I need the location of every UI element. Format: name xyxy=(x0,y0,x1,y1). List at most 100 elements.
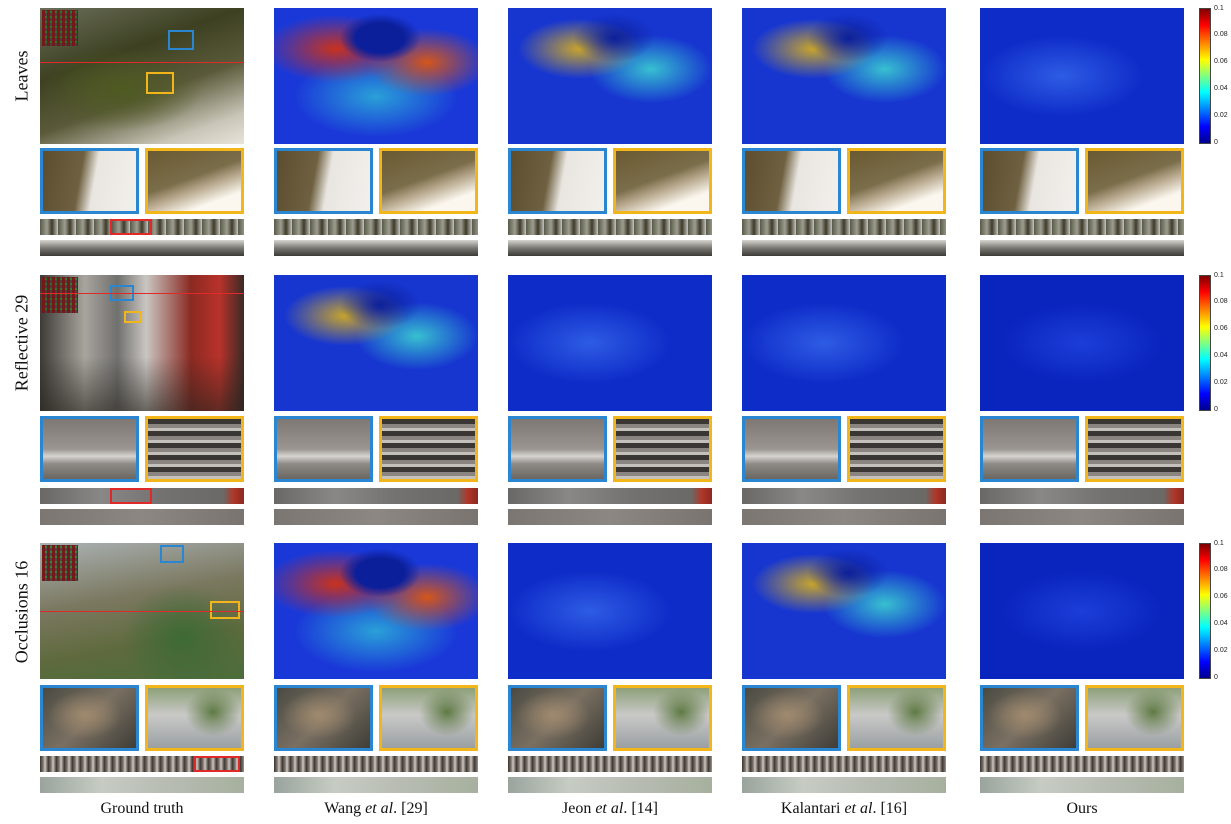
jeon-epi-zoom-strip xyxy=(508,240,712,256)
gt-yellow-zoom-crop xyxy=(145,148,244,214)
gt-blue-zoom-crop xyxy=(40,148,139,214)
colorbar-tick: 0.1 xyxy=(1214,272,1224,279)
ours-yellow-zoom-crop xyxy=(1085,685,1184,751)
gt-epi-zoom-strip xyxy=(40,777,244,793)
wang-occlusions-error-map xyxy=(274,543,478,679)
ours-yellow-zoom-crop xyxy=(1085,148,1184,214)
wang-epi-strip xyxy=(274,219,478,235)
wang-yellow-zoom-crop xyxy=(379,416,478,482)
ours-yellow-zoom-crop xyxy=(1085,416,1184,482)
gt-epi-strip xyxy=(40,219,244,235)
wang-leaves-error-map xyxy=(274,8,478,144)
ours-blue-zoom-crop xyxy=(980,685,1079,751)
wang-yellow-zoom-crop xyxy=(379,148,478,214)
error-colorbar-reflective xyxy=(1199,275,1211,411)
colorbar-tick: 0 xyxy=(1214,674,1218,681)
yellow-zoom-region-marker xyxy=(210,601,240,619)
jeon-epi-zoom-strip xyxy=(508,509,712,525)
kalantari-yellow-zoom-crop xyxy=(847,685,946,751)
ours-blue-zoom-crop xyxy=(980,416,1079,482)
red-epi-region-marker xyxy=(110,488,152,504)
colorbar-tick: 0.04 xyxy=(1214,85,1228,92)
kalantari-epi-strip xyxy=(742,756,946,772)
epi-scanline-marker xyxy=(40,62,244,63)
kalantari-epi-zoom-strip xyxy=(742,509,946,525)
wang-epi-zoom-strip xyxy=(274,777,478,793)
colorbar-tick: 0.06 xyxy=(1214,593,1228,600)
kalantari-blue-zoom-crop xyxy=(742,416,841,482)
gt-yellow-zoom-crop xyxy=(145,416,244,482)
colorbar-tick: 0.06 xyxy=(1214,58,1228,65)
colorbar-tick: 0.06 xyxy=(1214,325,1228,332)
jeon-reflective-error-map xyxy=(508,275,712,411)
ours-epi-zoom-strip xyxy=(980,777,1184,793)
ours-reflective-error-map xyxy=(980,275,1184,411)
kalantari-epi-zoom-strip xyxy=(742,240,946,256)
gt-blue-zoom-crop xyxy=(40,416,139,482)
colorbar-tick: 0.1 xyxy=(1214,540,1224,547)
error-colorbar-leaves xyxy=(1199,8,1211,144)
kalantari-occlusions-error-map xyxy=(742,543,946,679)
colorbar-tick: 0.08 xyxy=(1214,298,1228,305)
kalantari-epi-strip xyxy=(742,488,946,504)
column-label-kalantari: Kalantari et al. [16] xyxy=(780,800,908,817)
colorbar-tick: 0.04 xyxy=(1214,352,1228,359)
colorbar-tick: 0 xyxy=(1214,139,1218,146)
jeon-epi-strip xyxy=(508,488,712,504)
ours-leaves-error-map xyxy=(980,8,1184,144)
kalantari-leaves-error-map xyxy=(742,8,946,144)
colorbar-tick: 0.1 xyxy=(1214,5,1224,12)
jeon-occlusions-error-map xyxy=(508,543,712,679)
wang-reflective-error-map xyxy=(274,275,478,411)
yellow-zoom-region-marker xyxy=(146,72,174,94)
wang-yellow-zoom-crop xyxy=(379,685,478,751)
gt-blue-zoom-crop xyxy=(40,685,139,751)
kalantari-blue-zoom-crop xyxy=(742,148,841,214)
wang-blue-zoom-crop xyxy=(274,416,373,482)
wang-epi-zoom-strip xyxy=(274,240,478,256)
jeon-leaves-error-map xyxy=(508,8,712,144)
gt-epi-zoom-strip xyxy=(40,240,244,256)
colorbar-tick: 0.08 xyxy=(1214,31,1228,38)
kalantari-reflective-error-map xyxy=(742,275,946,411)
light-field-grid-icon xyxy=(42,10,78,46)
colorbar-tick: 0.02 xyxy=(1214,379,1228,386)
red-epi-region-marker xyxy=(194,756,240,772)
wang-epi-zoom-strip xyxy=(274,509,478,525)
jeon-yellow-zoom-crop xyxy=(613,685,712,751)
column-label-ours: Ours xyxy=(1066,800,1098,817)
ours-epi-zoom-strip xyxy=(980,509,1184,525)
gt-epi-strip xyxy=(40,756,244,772)
epi-scanline-marker xyxy=(40,293,244,294)
jeon-epi-zoom-strip xyxy=(508,777,712,793)
jeon-blue-zoom-crop xyxy=(508,685,607,751)
ground-truth-leaves-image xyxy=(40,8,244,144)
jeon-blue-zoom-crop xyxy=(508,416,607,482)
colorbar-tick: 0.08 xyxy=(1214,566,1228,573)
wang-epi-strip xyxy=(274,756,478,772)
gt-epi-zoom-strip xyxy=(40,509,244,525)
kalantari-yellow-zoom-crop xyxy=(847,416,946,482)
jeon-epi-strip xyxy=(508,219,712,235)
column-label-wang: Wang et al. [29] xyxy=(324,800,428,817)
ours-epi-strip xyxy=(980,756,1184,772)
ours-epi-strip xyxy=(980,219,1184,235)
kalantari-yellow-zoom-crop xyxy=(847,148,946,214)
wang-blue-zoom-crop xyxy=(274,685,373,751)
blue-zoom-region-marker xyxy=(168,30,194,50)
error-colorbar-occlusions xyxy=(1199,543,1211,679)
ground-truth-occlusions-image xyxy=(40,543,244,679)
ours-epi-strip xyxy=(980,488,1184,504)
epi-scanline-marker xyxy=(40,611,244,612)
colorbar-tick: 0.02 xyxy=(1214,647,1228,654)
ours-blue-zoom-crop xyxy=(980,148,1079,214)
colorbar-tick: 0 xyxy=(1214,406,1218,413)
light-field-grid-icon xyxy=(42,545,78,581)
light-field-grid-icon xyxy=(42,277,78,313)
red-epi-region-marker xyxy=(110,219,152,235)
blue-zoom-region-marker xyxy=(160,545,184,563)
column-label-jeon: Jeon et al. [14] xyxy=(562,800,658,817)
kalantari-epi-zoom-strip xyxy=(742,777,946,793)
kalantari-epi-strip xyxy=(742,219,946,235)
column-label-ground-truth: Ground truth xyxy=(100,800,184,817)
